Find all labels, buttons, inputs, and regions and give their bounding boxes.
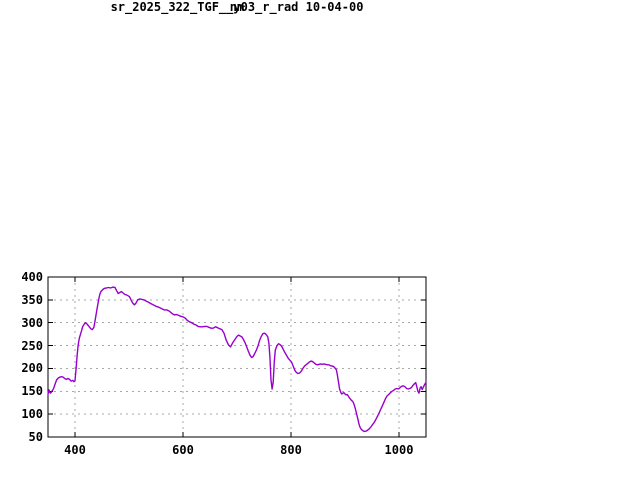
plot-border — [47, 276, 427, 438]
spectrum-line — [47, 286, 427, 433]
y-tick-label: 400 — [21, 270, 43, 284]
y-tick-label: 150 — [21, 384, 43, 399]
y-tick-label: 300 — [21, 315, 43, 330]
y-tick-label: 350 — [21, 292, 43, 307]
x-tick-label: 400 — [64, 443, 86, 457]
x-tick-label: 1000 — [384, 443, 414, 457]
y-tick-label: 50 — [28, 430, 43, 444]
y-tick-label: 200 — [21, 361, 43, 376]
x-tick-label: 600 — [172, 443, 194, 457]
chart-title: sr_2025_322_TGF__y03_r_rad 10-04-00 — [110, 0, 364, 14]
x-axis-label: nm — [229, 0, 245, 14]
x-tick-label: 800 — [280, 443, 302, 457]
y-tick-label: 100 — [21, 407, 43, 422]
y-tick-label: 250 — [21, 338, 43, 353]
